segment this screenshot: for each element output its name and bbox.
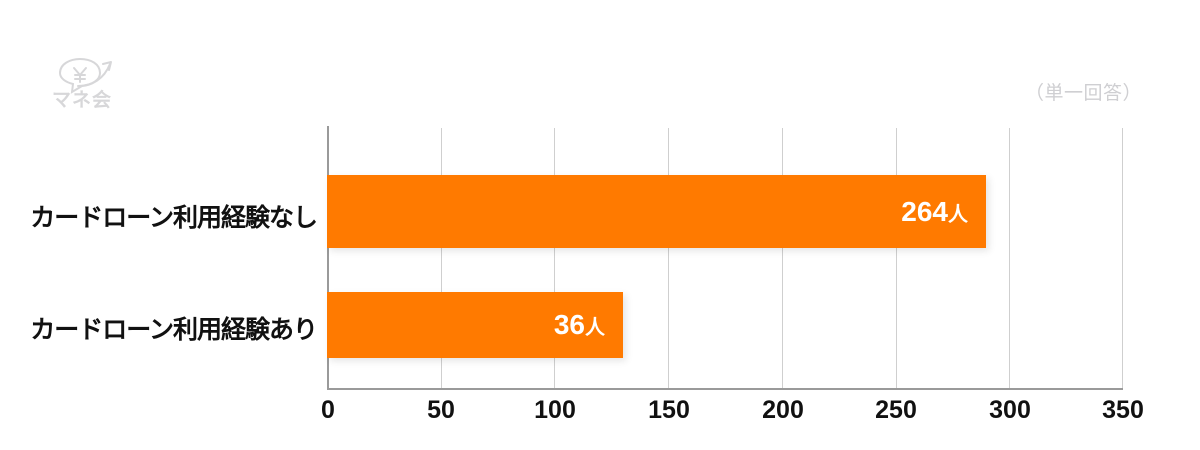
gridline: [895, 128, 897, 388]
x-axis-line: [327, 388, 1123, 390]
x-tick-label: 300: [989, 396, 1031, 424]
category-label-no-experience: カードローン利用経験なし: [30, 204, 318, 232]
x-tick-label: 350: [1102, 396, 1144, 424]
watermark-label: マネ会: [52, 90, 113, 111]
bar-value-number: 36: [553, 309, 585, 340]
brand-watermark: マネ会: [52, 55, 140, 117]
x-tick-label: 250: [875, 396, 917, 424]
bar-value-label: 36人: [554, 311, 605, 339]
x-tick-label: 200: [762, 396, 804, 424]
yen-speech-bubble-arrow-icon: [58, 57, 112, 94]
bar-value-unit: 人: [948, 203, 968, 226]
x-tick-label: 50: [427, 396, 455, 424]
bar-value-label: 264人: [901, 195, 968, 227]
gridline: [554, 128, 556, 388]
gridline: [1122, 128, 1123, 388]
x-tick-label: 0: [321, 396, 335, 424]
bar-has-experience[interactable]: 36人: [327, 292, 623, 358]
gridline: [668, 128, 670, 388]
category-label-has-experience: カードローン利用経験あり: [30, 316, 318, 344]
gridline: [1009, 128, 1011, 388]
bar-value-number: 264: [901, 195, 948, 227]
gridline: [440, 128, 442, 388]
y-axis-line: [327, 126, 329, 390]
survey-note: （単一回答）: [1024, 83, 1142, 104]
x-tick-label: 150: [648, 396, 690, 424]
x-tick-label: 100: [534, 396, 576, 424]
bar-no-experience[interactable]: 264人: [327, 175, 986, 248]
gridline: [781, 128, 783, 388]
bar-value-unit: 人: [585, 317, 605, 339]
plot-area: 264人 36人: [327, 128, 1123, 388]
